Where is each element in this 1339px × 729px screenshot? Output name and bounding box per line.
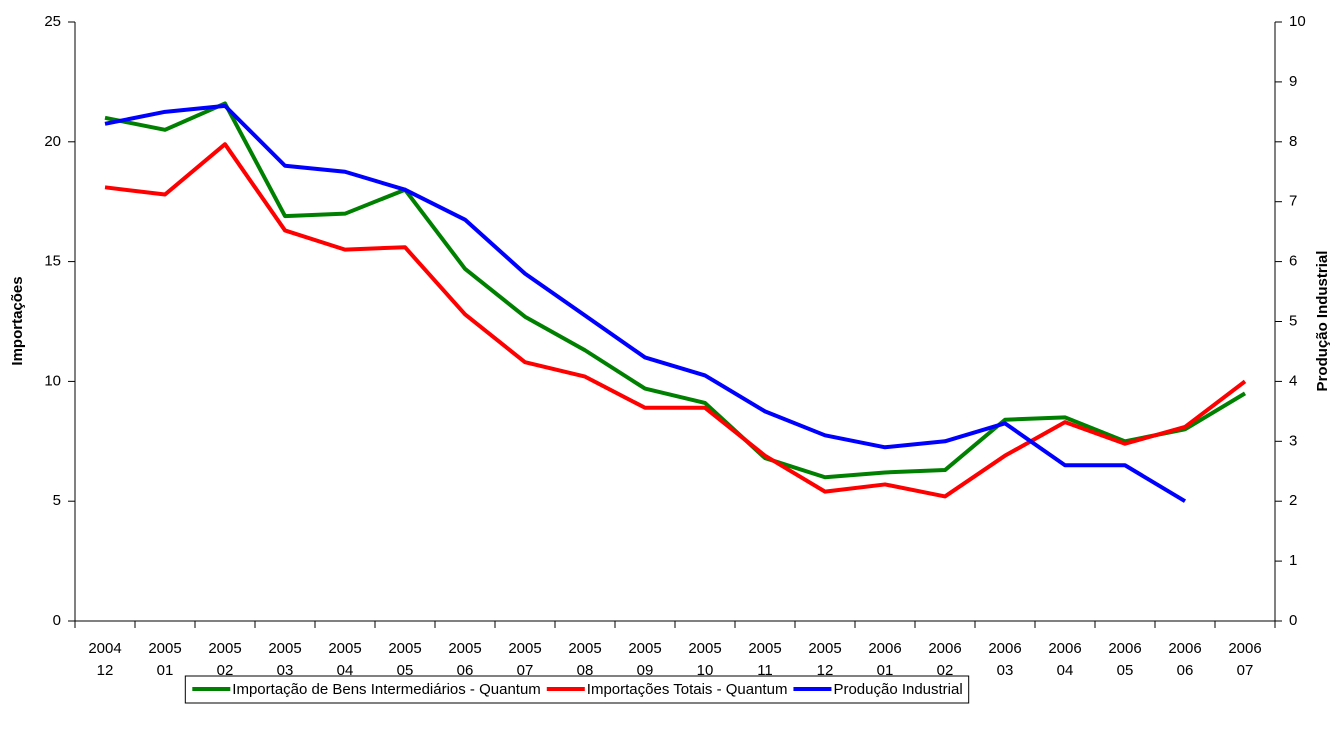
legend-label: Produção Industrial xyxy=(833,681,962,698)
y-tick-label: 10 xyxy=(44,372,61,389)
x-tick-label: 2005 06 xyxy=(448,640,481,679)
y2-axis-title: Produção Industrial xyxy=(1314,251,1331,392)
y2-tick-label: 9 xyxy=(1289,73,1297,90)
series-line xyxy=(104,103,1187,503)
x-tick-label: 2005 12 xyxy=(808,640,841,679)
x-tick-label: 2005 10 xyxy=(688,640,721,679)
x-tick-label: 2006 07 xyxy=(1228,640,1261,679)
x-tick-label: 2005 11 xyxy=(748,640,781,679)
x-tick-label: 2006 03 xyxy=(988,640,1021,679)
x-tick-label: 2005 04 xyxy=(328,640,361,679)
y2-tick-label: 6 xyxy=(1289,253,1297,270)
y2-tick-label: 7 xyxy=(1289,193,1297,210)
x-tick-label: 2005 02 xyxy=(208,640,241,679)
x-tick-label: 2005 05 xyxy=(388,640,421,679)
y-tick-label: 25 xyxy=(44,13,61,30)
x-tick-label: 2005 01 xyxy=(148,640,181,679)
y2-tick-label: 2 xyxy=(1289,492,1297,509)
legend-label: Importação de Bens Intermediários - Quan… xyxy=(232,681,540,698)
legend-label: Importações Totais - Quantum xyxy=(587,681,788,698)
y2-tick-label: 8 xyxy=(1289,133,1297,150)
y2-tick-label: 10 xyxy=(1289,13,1306,30)
y2-tick-label: 1 xyxy=(1289,552,1297,569)
x-tick-label: 2005 08 xyxy=(568,640,601,679)
series-line xyxy=(104,142,1247,499)
y2-tick-label: 3 xyxy=(1289,432,1297,449)
y2-tick-label: 0 xyxy=(1289,612,1297,629)
y2-tick-label: 4 xyxy=(1289,372,1297,389)
y-tick-label: 5 xyxy=(53,492,61,509)
x-tick-label: 2006 04 xyxy=(1048,640,1081,679)
x-tick-label: 2006 02 xyxy=(928,640,961,679)
x-tick-label: 2005 03 xyxy=(268,640,301,679)
y-axis-title: Importações xyxy=(9,276,26,365)
x-tick-label: 2006 01 xyxy=(868,640,901,679)
series-line xyxy=(104,101,1247,480)
x-tick-label: 2006 05 xyxy=(1108,640,1141,679)
y2-tick-label: 5 xyxy=(1289,312,1297,329)
x-tick-label: 2006 06 xyxy=(1168,640,1201,679)
x-tick-label: 2005 07 xyxy=(508,640,541,679)
x-tick-label: 2004 12 xyxy=(88,640,121,679)
y-tick-label: 20 xyxy=(44,133,61,150)
y-tick-label: 0 xyxy=(53,612,61,629)
x-tick-label: 2005 09 xyxy=(628,640,661,679)
y-tick-label: 15 xyxy=(44,253,61,270)
